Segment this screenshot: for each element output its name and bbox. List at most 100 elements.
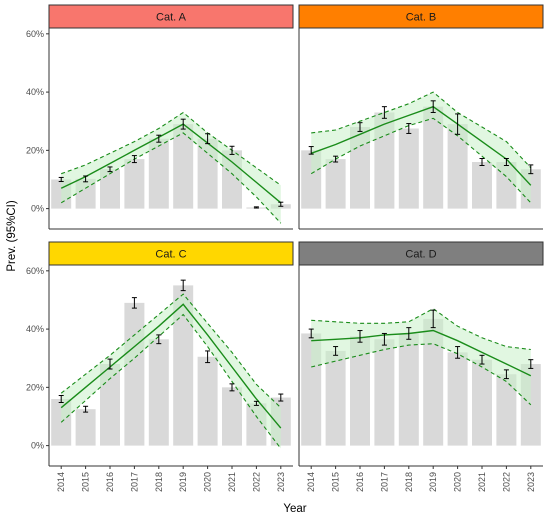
y-tick-label: 40% bbox=[26, 324, 44, 334]
confidence-band bbox=[311, 92, 531, 203]
error-bar bbox=[253, 206, 259, 209]
bar bbox=[471, 359, 493, 446]
y-tick-label: 0% bbox=[31, 441, 44, 451]
error-bar bbox=[131, 297, 137, 309]
x-tick-label: 2018 bbox=[154, 472, 164, 492]
error-bar bbox=[333, 346, 339, 356]
x-tick-label: 2016 bbox=[105, 472, 115, 492]
error-bar bbox=[455, 346, 461, 359]
error-bar bbox=[455, 113, 461, 135]
y-tick-label: 0% bbox=[31, 204, 44, 214]
x-tick-label: 2017 bbox=[379, 472, 389, 492]
error-bar bbox=[156, 334, 162, 345]
facet-strip bbox=[48, 4, 294, 29]
x-tick-label: 2021 bbox=[227, 472, 237, 492]
band-lower-line bbox=[310, 117, 532, 204]
error-bar bbox=[308, 146, 314, 155]
error-bar bbox=[229, 145, 235, 155]
error-bar bbox=[205, 350, 211, 364]
bar bbox=[374, 339, 395, 446]
error-bar bbox=[528, 359, 534, 369]
error-bar bbox=[205, 133, 211, 145]
band-upper-line bbox=[311, 308, 531, 351]
error-bar bbox=[180, 279, 186, 292]
error-bar bbox=[83, 405, 89, 413]
facet-strip-label: Cat. A bbox=[156, 12, 187, 24]
x-axis: 2014 2015 2016 2017 2018 2019 2020 2021 2022 2023… bbox=[56, 466, 536, 492]
trend-line bbox=[60, 123, 282, 204]
error-bar bbox=[333, 155, 339, 163]
bar bbox=[423, 106, 444, 209]
x-tick-label: 2019 bbox=[428, 472, 438, 492]
error-bar bbox=[430, 309, 436, 329]
bar bbox=[325, 159, 346, 209]
facet-strip-label: Cat. D bbox=[405, 249, 436, 261]
error-bar bbox=[278, 393, 284, 402]
band-lower-line bbox=[60, 132, 282, 224]
error-bar bbox=[406, 327, 412, 340]
y-tick-label: 20% bbox=[26, 382, 44, 392]
error-bar bbox=[107, 166, 113, 173]
bar bbox=[75, 409, 96, 446]
trend-line bbox=[60, 303, 282, 429]
panel-2: Cat. B bbox=[298, 4, 544, 230]
x-tick-label: 2015 bbox=[331, 472, 341, 492]
bar bbox=[423, 318, 444, 446]
bar bbox=[173, 285, 194, 446]
x-tick-label: 2022 bbox=[501, 472, 511, 492]
panels-layer: Cat. A Cat. B Cat. C Cat. D bbox=[48, 4, 544, 467]
bar bbox=[124, 302, 145, 446]
y-tick-label: 40% bbox=[26, 87, 44, 97]
error-bar bbox=[479, 158, 485, 166]
band-lower-line bbox=[60, 313, 282, 449]
error-bar bbox=[381, 106, 387, 119]
x-tick-label: 2019 bbox=[178, 472, 188, 492]
bar bbox=[221, 387, 243, 446]
bar bbox=[325, 350, 346, 446]
facet-strip-label: Cat. B bbox=[406, 12, 437, 24]
error-bar bbox=[357, 122, 363, 132]
error-bar bbox=[180, 118, 186, 130]
facet-strip bbox=[48, 241, 294, 266]
x-tick-label: 2022 bbox=[251, 472, 261, 492]
facet-strip-label: Cat. C bbox=[155, 249, 186, 261]
error-bar bbox=[503, 369, 509, 380]
error-bar bbox=[58, 395, 64, 403]
bar bbox=[398, 333, 419, 446]
error-bar bbox=[479, 354, 485, 365]
error-bar bbox=[430, 100, 436, 113]
error-bar bbox=[58, 176, 64, 183]
facet-strip bbox=[298, 4, 544, 29]
y-axis-title: Prev. (95%CI) bbox=[6, 200, 18, 272]
error-bar bbox=[156, 134, 162, 143]
x-axis-title: Year bbox=[283, 503, 306, 515]
error-bar bbox=[308, 328, 314, 339]
x-tick-label: 2014 bbox=[306, 472, 316, 492]
bar bbox=[447, 124, 468, 209]
trend-line bbox=[310, 105, 532, 186]
panel-1: Cat. A bbox=[48, 4, 294, 230]
error-bar bbox=[229, 383, 235, 392]
confidence-band bbox=[61, 112, 281, 224]
y-tick-label: 60% bbox=[26, 266, 44, 276]
y-axes: 0% 20% 40% 60% 0% 20% 40% 60% bbox=[26, 29, 49, 451]
bar bbox=[447, 352, 468, 446]
bar bbox=[471, 162, 493, 209]
y-tick-label: 60% bbox=[26, 29, 44, 39]
error-bar bbox=[253, 400, 259, 406]
error-bar bbox=[107, 358, 113, 370]
bar bbox=[398, 128, 419, 209]
y-tick-label: 20% bbox=[26, 145, 44, 155]
x-tick-label: 2018 bbox=[404, 472, 414, 492]
band-upper-line bbox=[61, 111, 282, 186]
band-upper-line bbox=[60, 293, 282, 409]
bar bbox=[173, 124, 194, 209]
x-tick-label: 2014 bbox=[56, 472, 66, 492]
bar bbox=[99, 364, 121, 446]
bar bbox=[349, 336, 371, 446]
error-bar bbox=[381, 332, 387, 346]
facet-strip bbox=[298, 241, 544, 266]
confidence-band bbox=[311, 308, 531, 405]
error-bar bbox=[406, 123, 412, 134]
